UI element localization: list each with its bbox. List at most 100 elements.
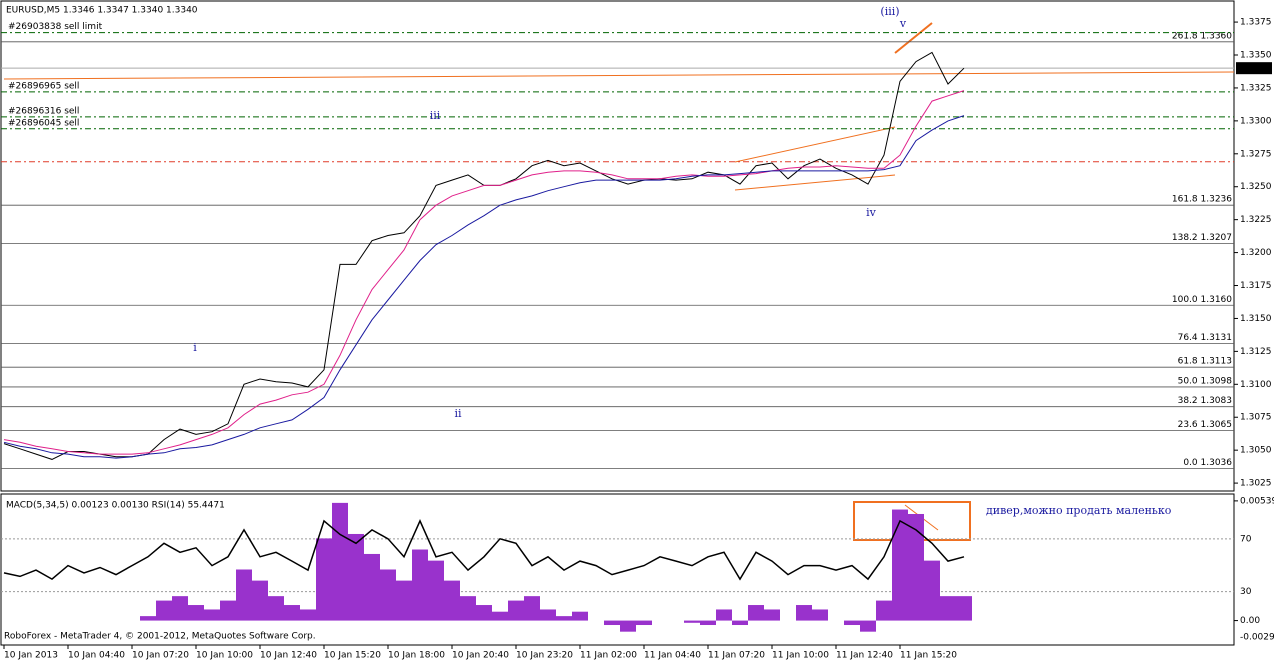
x-tick-label: 10 Jan 12:40 — [260, 651, 317, 661]
x-tick-label: 10 Jan 10:00 — [196, 651, 253, 661]
footer: RoboForex - MetaTrader 4, © 2001-2012, M… — [4, 632, 316, 642]
main-pane — [0, 0, 1235, 492]
trend-line — [734, 126, 896, 163]
y2-tick-label: 30 — [1240, 587, 1252, 597]
macd-bar — [156, 600, 172, 621]
macd-bar — [540, 609, 556, 621]
y2-tick-label: 70 — [1240, 534, 1252, 544]
macd-bar — [492, 611, 508, 621]
macd-bar — [444, 580, 460, 621]
macd-bar — [220, 600, 236, 621]
y-tick-label: 1.3025 — [1240, 479, 1272, 489]
wave-label: iii — [430, 109, 441, 122]
macd-bar — [940, 596, 956, 621]
macd-bar — [556, 616, 572, 621]
macd-bar — [700, 620, 716, 626]
x-tick-label: 11 Jan 02:00 — [580, 651, 637, 661]
macd-bar — [604, 620, 620, 626]
x-tick-label: 10 Jan 07:20 — [132, 651, 189, 661]
trend-line — [894, 22, 933, 54]
moving-average — [3, 115, 965, 459]
macd-bar — [620, 620, 636, 632]
annotation: дивер,можно продать маленько — [986, 504, 1172, 517]
fib-label: 161.8 1.3236 — [1172, 195, 1232, 205]
macd-bar — [860, 620, 876, 632]
x-tick-label: 11 Jan 10:00 — [772, 651, 829, 661]
fib-label: 61.8 1.3113 — [1178, 357, 1232, 367]
x-tick-label: 11 Jan 12:40 — [836, 651, 893, 661]
macd-bar — [188, 605, 204, 621]
y-tick-label: 1.3250 — [1240, 182, 1272, 192]
y-tick-label: 1.3200 — [1240, 248, 1272, 258]
y-tick-label: 0.00539 — [1240, 496, 1274, 506]
macd-bar — [284, 605, 300, 621]
x-tick-label: 11 Jan 07:20 — [708, 651, 765, 661]
y-tick-label: 1.3375 — [1240, 18, 1272, 28]
macd-bar — [844, 620, 860, 626]
macd-bar — [236, 569, 252, 621]
wave-label: ii — [454, 407, 462, 420]
order-label: #26896965 sell — [8, 81, 79, 91]
fib-label: 50.0 1.3098 — [1178, 376, 1233, 386]
macd-bar — [764, 609, 780, 621]
wave-label: i — [193, 341, 197, 354]
order-label: #26903838 sell limit — [8, 22, 103, 32]
macd-bar — [732, 620, 748, 626]
x-tick-label: 10 Jan 2013 — [4, 651, 58, 661]
y-tick-label: 1.3275 — [1240, 149, 1272, 159]
x-tick-label: 11 Jan 04:40 — [644, 651, 701, 661]
moving-average — [3, 90, 965, 455]
fib-label: 23.6 1.3065 — [1178, 420, 1232, 430]
x-tick-label: 10 Jan 23:20 — [516, 651, 573, 661]
y-tick-label: 1.3150 — [1240, 314, 1272, 324]
wave-label: v — [899, 17, 907, 30]
y-tick-label: 1.3300 — [1240, 116, 1272, 126]
macd-bar — [412, 549, 428, 621]
x-tick-label: 10 Jan 04:40 — [68, 651, 125, 661]
order-label: #26896316 sell — [8, 106, 79, 116]
macd-bar — [140, 616, 156, 621]
y-tick-label: 1.3225 — [1240, 215, 1272, 225]
fib-label: 0.0 1.3036 — [1183, 458, 1232, 468]
x-tick-label: 10 Jan 18:00 — [388, 651, 445, 661]
y-tick-label: 1.3050 — [1240, 446, 1272, 456]
current-price-label: 1.3340 — [1239, 64, 1271, 74]
macd-bar — [428, 560, 444, 621]
macd-bar — [252, 580, 268, 621]
macd-bar — [908, 513, 924, 621]
macd-bar — [508, 600, 524, 621]
trend-line — [3, 71, 1235, 80]
y-tick-label: 1.3350 — [1240, 51, 1272, 61]
y-tick-label: 1.3075 — [1240, 413, 1272, 423]
y-tick-label: 1.3125 — [1240, 347, 1272, 357]
macd-bar — [876, 600, 892, 621]
fib-label: 38.2 1.3083 — [1178, 396, 1232, 406]
macd-bar — [172, 596, 188, 621]
macd-bar — [956, 596, 972, 621]
macd-bar — [684, 620, 700, 623]
macd-bar — [204, 609, 220, 621]
macd-bar — [380, 569, 396, 621]
fib-label: 100.0 1.3160 — [1172, 295, 1232, 305]
x-tick-label: 10 Jan 20:40 — [452, 651, 509, 661]
macd-bar — [460, 596, 476, 621]
macd-bar — [332, 502, 348, 621]
macd-bar — [636, 620, 652, 626]
macd-bar — [396, 580, 412, 621]
macd-bar — [364, 553, 380, 621]
chart-title: EURUSD,M5 1.3346 1.3347 1.3340 1.3340 — [6, 6, 198, 16]
fib-label: 138.2 1.3207 — [1172, 233, 1232, 243]
indicator-title: MACD(5,34,5) 0.00123 0.00130 RSI(14) 55.… — [6, 501, 225, 511]
wave-label: iv — [866, 206, 877, 219]
y-tick-label: 1.3325 — [1240, 83, 1272, 93]
x-tick-label: 10 Jan 15:20 — [324, 651, 381, 661]
macd-bar — [924, 560, 940, 621]
macd-bar — [716, 609, 732, 621]
fib-label: 261.8 1.3360 — [1172, 31, 1232, 41]
macd-bar — [572, 611, 588, 621]
macd-bar — [268, 596, 284, 621]
x-tick-label: 11 Jan 15:20 — [900, 651, 957, 661]
macd-bar — [316, 538, 332, 621]
